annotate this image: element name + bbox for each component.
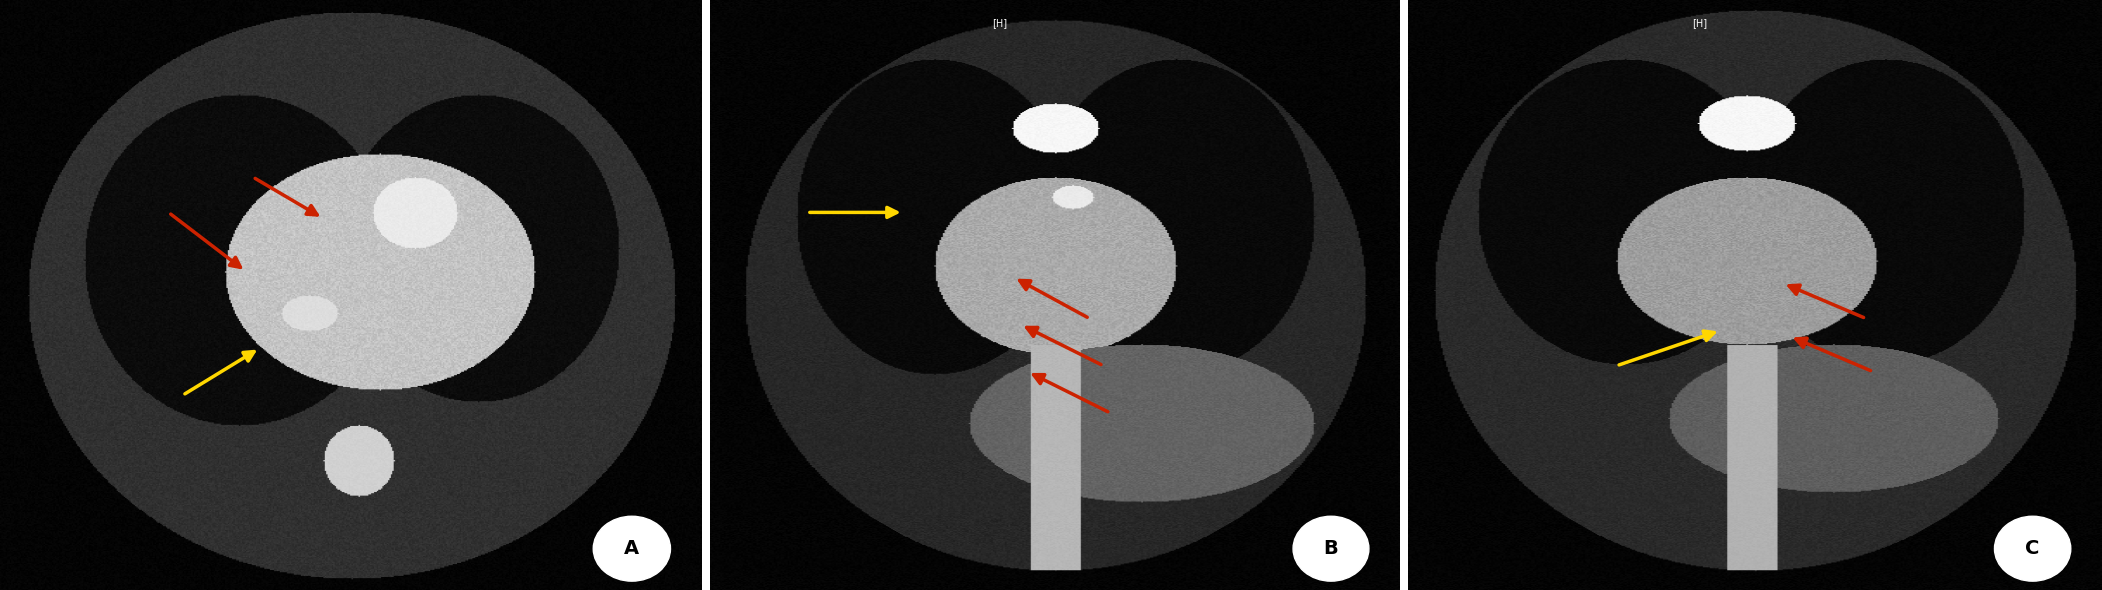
Text: B: B bbox=[1324, 539, 1339, 558]
Text: [H]: [H] bbox=[1692, 18, 1707, 28]
Circle shape bbox=[1995, 516, 2070, 581]
Circle shape bbox=[593, 516, 671, 581]
Text: C: C bbox=[2026, 539, 2039, 558]
Text: [H]: [H] bbox=[992, 18, 1007, 28]
Text: A: A bbox=[624, 539, 639, 558]
Circle shape bbox=[1293, 516, 1368, 581]
